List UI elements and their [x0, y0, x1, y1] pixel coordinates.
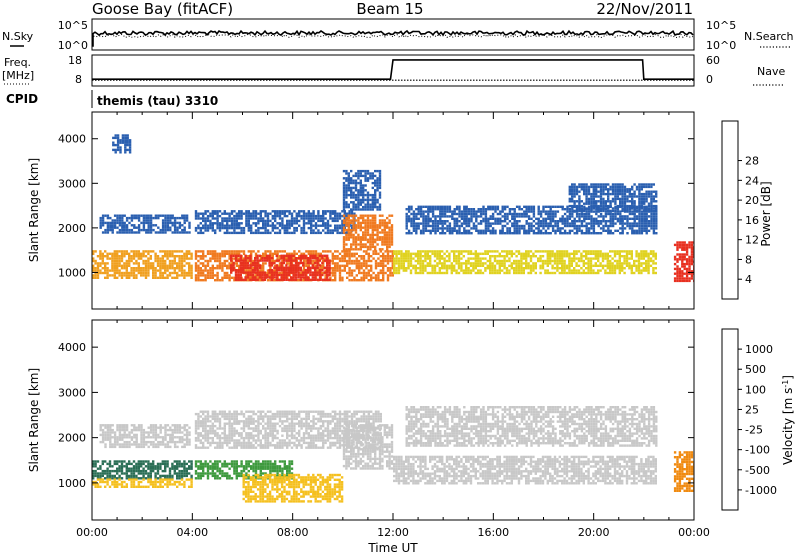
velocity-xtick-label: 12:00 — [377, 526, 409, 539]
freq-right-tick-top: 60 — [706, 54, 720, 67]
velocity-band-8 — [406, 406, 658, 447]
power-ytick-label: 3000 — [58, 177, 86, 190]
noise-left-tick-bottom: 10^0 — [58, 39, 88, 52]
station-title: Goose Bay (fitACF) — [92, 0, 233, 18]
n-search-label: N.Search — [744, 30, 794, 43]
power-colorbar-label: 4 — [745, 273, 752, 286]
power-colorbar-label: 28 — [745, 155, 759, 168]
date-title: 22/Nov/2011 — [596, 0, 693, 18]
power-colorbar-label: 20 — [745, 194, 759, 207]
velocity-colorbar-label: Velocity [m s-1] — [781, 375, 796, 465]
velocity-band-7 — [393, 456, 657, 485]
power-colorbar-label: 24 — [745, 174, 759, 187]
noise-sky-line — [92, 31, 693, 46]
noise-right-tick-top: 10^5 — [706, 19, 736, 32]
power-y-axis-label: Slant Range [km] — [27, 158, 41, 262]
velocity-xtick-label: 00:00 — [678, 526, 710, 539]
velocity-band-4 — [243, 474, 344, 503]
velocity-ytick-label: 4000 — [58, 341, 86, 354]
noise-left-tick-top: 10^5 — [58, 19, 88, 32]
velocity-colorbar-label: -100 — [745, 444, 770, 457]
cpid-label: CPID — [6, 92, 38, 106]
power-band-11 — [674, 241, 696, 282]
freq-left-tick-top: 18 — [68, 54, 82, 67]
velocity-band-1 — [92, 478, 193, 488]
noise-right-tick-bottom: 10^0 — [706, 39, 736, 52]
velocity-colorbar-label: -1000 — [745, 484, 777, 497]
power-colorbar-label: Power [dB] — [759, 181, 773, 246]
velocity-colorbar-label: 100 — [745, 383, 766, 396]
power-band-9 — [406, 206, 658, 235]
velocity-ytick-label: 1000 — [58, 477, 86, 490]
velocity-band-9 — [674, 451, 696, 492]
freq-label: Freq. — [4, 56, 31, 69]
freq-left-tick-bottom: 8 — [75, 73, 82, 86]
velocity-colorbar-label: 1000 — [745, 343, 773, 356]
power-band-8 — [393, 250, 657, 274]
velocity-ytick-label: 2000 — [58, 432, 86, 445]
power-colorbar-label: 12 — [745, 234, 759, 247]
n-sky-label: N.Sky — [2, 30, 34, 43]
power-ytick-label: 1000 — [58, 266, 86, 279]
beam-title: Beam 15 — [356, 0, 423, 18]
noise-panel: N.Sky 10^5 10^0 10^5 10^0 N.Search — [2, 19, 794, 52]
velocity-ytick-label: 3000 — [58, 386, 86, 399]
power-ytick-label: 4000 — [58, 133, 86, 146]
power-band-5 — [195, 210, 356, 234]
velocity-colorbar-label: -500 — [745, 464, 770, 477]
power-band-7 — [343, 170, 381, 211]
power-panel: 1000 2000 3000 4000 Slant Range [km] 4 8 12 16… — [27, 112, 773, 309]
velocity-y-axis-label: Slant Range [km] — [27, 368, 41, 472]
power-band-6 — [343, 215, 393, 251]
freq-unit-label: [MHz] — [2, 69, 34, 82]
velocity-xtick-label: 00:00 — [76, 526, 108, 539]
x-axis-label: Time UT — [367, 541, 418, 554]
power-band-2 — [112, 134, 131, 153]
velocity-colorbar-frame — [722, 329, 738, 510]
nave-label: Nave — [757, 65, 785, 78]
power-band-4 — [230, 255, 331, 281]
power-colorbar-frame — [722, 121, 738, 299]
velocity-xtick-label: 16:00 — [477, 526, 509, 539]
velocity-panel: 1000 2000 3000 4000 00:00 04:00 08:00 12:00 16:… — [27, 320, 795, 554]
velocity-xtick-label: 20:00 — [578, 526, 610, 539]
velocity-xtick-label: 08:00 — [277, 526, 309, 539]
velocity-colorbar-label: 25 — [745, 403, 759, 416]
cpid-value: themis (tau) 3310 — [97, 94, 218, 108]
freq-right-tick-bottom: 0 — [706, 73, 713, 86]
noise-search-line — [92, 35, 693, 47]
velocity-colorbar-label: 500 — [745, 363, 766, 376]
power-band-1 — [100, 215, 191, 234]
velocity-band-0 — [92, 460, 193, 479]
nave-line — [92, 60, 694, 79]
frequency-panel: Freq. [MHz] 18 8 60 0 Nave — [2, 54, 785, 86]
velocity-band-2 — [100, 424, 191, 448]
power-ytick-label: 2000 — [58, 222, 86, 235]
power-colorbar-label: 16 — [745, 214, 759, 227]
power-colorbar-label: 8 — [745, 253, 752, 266]
power-band-0 — [92, 250, 193, 279]
velocity-colorbar-label: -25 — [745, 424, 763, 437]
velocity-xtick-label: 04:00 — [176, 526, 208, 539]
